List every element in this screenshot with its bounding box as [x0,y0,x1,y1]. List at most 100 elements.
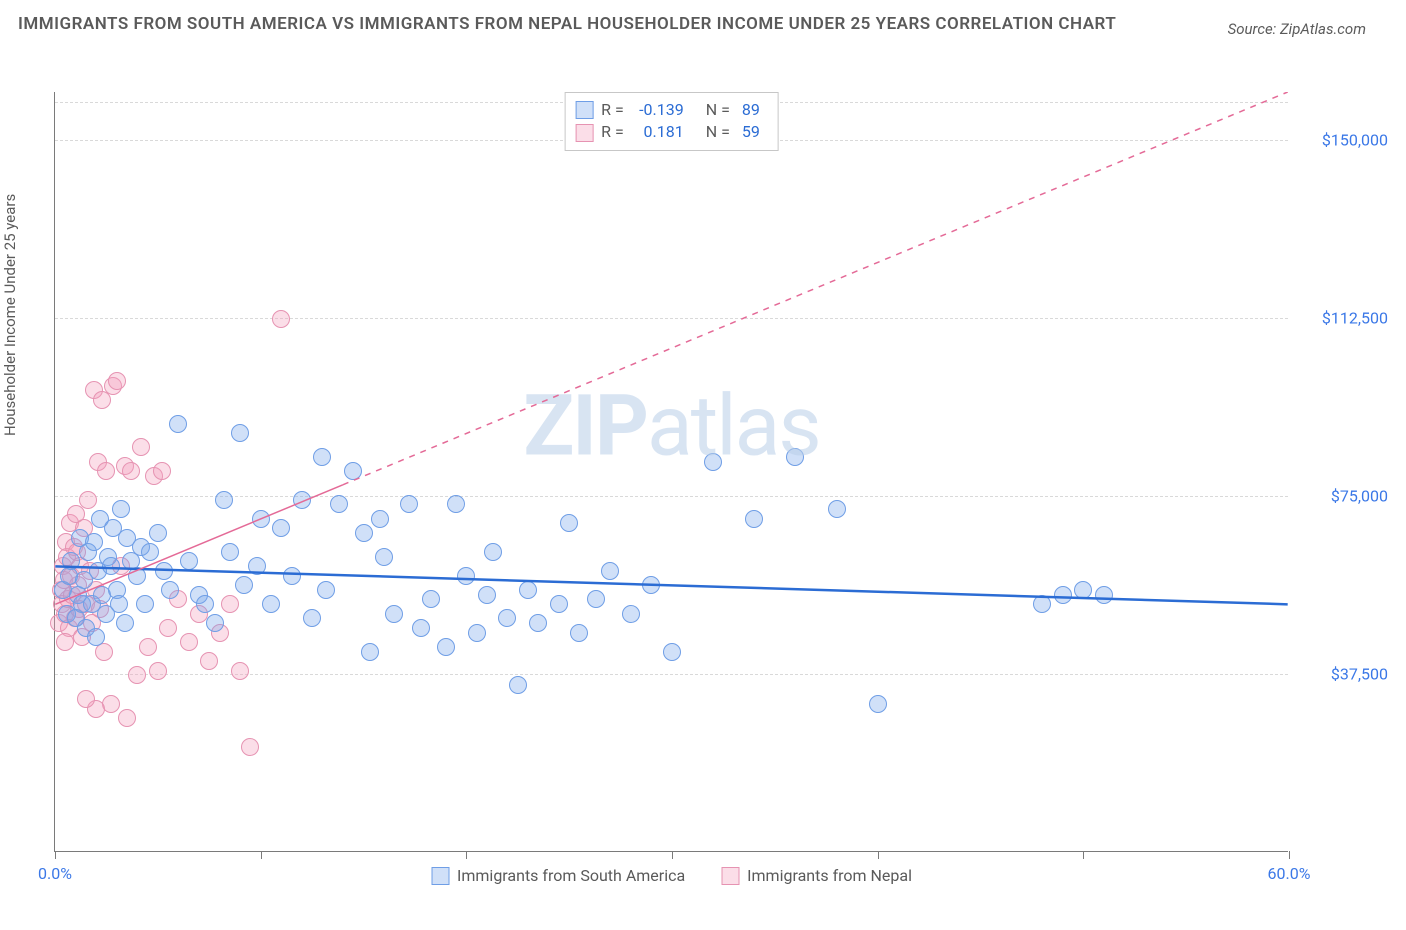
watermark-bold: ZIP [523,376,647,475]
scatter-point [221,543,239,561]
scatter-point [1054,586,1072,604]
scatter-point [355,524,373,542]
regression-lines [55,92,1288,851]
scatter-point [56,633,74,651]
scatter-point [1074,581,1092,599]
scatter-point [149,662,167,680]
scatter-point [221,595,239,613]
legend-series: Immigrants from South America Immigrants… [431,866,912,885]
legend-n-value: 89 [738,99,764,121]
scatter-point [560,514,578,532]
scatter-point [102,557,120,575]
scatter-point [85,533,103,551]
scatter-point [587,590,605,608]
scatter-point [642,576,660,594]
scatter-point [303,609,321,627]
scatter-point [159,619,177,637]
scatter-point [132,438,150,456]
legend-n-label: N = [706,121,730,143]
scatter-point [136,595,154,613]
x-tick [261,851,262,859]
y-tick-label: $37,500 [1298,664,1388,683]
scatter-point [375,548,393,566]
scatter-point [344,462,362,480]
scatter-point [262,595,280,613]
scatter-point [422,590,440,608]
scatter-point [62,552,80,570]
scatter-point [437,638,455,656]
scatter-point [371,510,389,528]
scatter-point [248,557,266,575]
chart-container: Householder Income Under 25 years ZIPatl… [18,92,1388,882]
scatter-point [283,567,301,585]
scatter-point [128,666,146,684]
scatter-point [745,510,763,528]
x-tick [1083,851,1084,859]
scatter-point [457,567,475,585]
legend-swatch [575,101,593,119]
legend-r-label: R = [601,99,624,121]
scatter-point [400,495,418,513]
scatter-point [118,709,136,727]
y-axis-label: Householder Income Under 25 years [1,194,19,436]
scatter-point [1033,595,1051,613]
legend-row: R = -0.139 N = 89 [575,99,764,121]
y-tick-label: $150,000 [1298,130,1388,149]
scatter-point [149,524,167,542]
scatter-point [385,605,403,623]
scatter-point [313,448,331,466]
scatter-point [97,462,115,480]
scatter-point [128,567,146,585]
scatter-point [153,462,171,480]
scatter-point [509,676,527,694]
scatter-point [570,624,588,642]
plot-area: ZIPatlas R = -0.139 N = 89 R = 0.181 N =… [54,92,1288,852]
legend-n-value: 59 [738,121,764,143]
scatter-point [361,643,379,661]
scatter-point [330,495,348,513]
scatter-point [601,562,619,580]
scatter-point [141,543,159,561]
legend-label: Immigrants from Nepal [747,866,912,885]
legend-label: Immigrants from South America [457,866,685,885]
legend-r-value: 0.181 [632,121,688,143]
legend-swatch [575,124,593,142]
gridline [55,318,1288,319]
scatter-point [169,415,187,433]
legend-swatch [721,867,739,885]
gridline [55,496,1288,497]
scatter-point [272,519,290,537]
x-tick-label: 60.0% [1268,864,1311,883]
scatter-point [110,595,128,613]
scatter-point [231,424,249,442]
x-tick-label: 0.0% [38,864,72,883]
x-tick [1289,851,1290,859]
scatter-point [215,491,233,509]
legend-row: R = 0.181 N = 59 [575,121,764,143]
scatter-point [293,491,311,509]
y-tick-label: $112,500 [1298,308,1388,327]
scatter-point [77,690,95,708]
scatter-point [122,462,140,480]
scatter-point [161,581,179,599]
legend-r-value: -0.139 [632,99,688,121]
scatter-point [116,614,134,632]
scatter-point [869,695,887,713]
scatter-point [828,500,846,518]
scatter-point [519,581,537,599]
legend-swatch [431,867,449,885]
scatter-point [484,543,502,561]
scatter-point [550,595,568,613]
x-tick [55,851,56,859]
scatter-point [622,605,640,623]
title-row: IMMIGRANTS FROM SOUTH AMERICA VS IMMIGRA… [0,0,1406,38]
watermark: ZIPatlas [523,376,819,475]
scatter-point [447,495,465,513]
x-tick [672,851,673,859]
scatter-point [112,500,130,518]
scatter-point [87,628,105,646]
legend-item: Immigrants from Nepal [721,866,912,885]
scatter-point [704,453,722,471]
scatter-point [252,510,270,528]
scatter-point [272,310,290,328]
